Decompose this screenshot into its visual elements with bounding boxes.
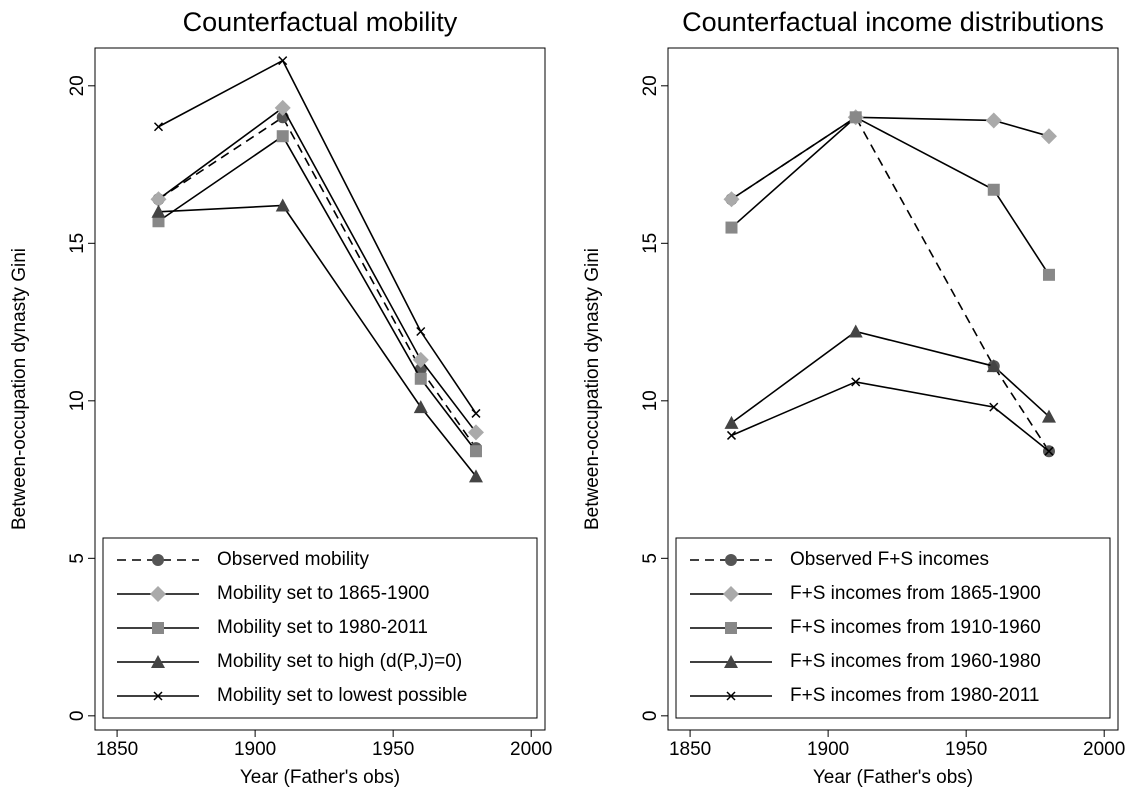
x-tick-label: 1900 xyxy=(234,739,276,760)
series-line xyxy=(731,330,1050,424)
y-tick-label: 5 xyxy=(67,553,88,564)
legend-label: Mobility set to 1865-1900 xyxy=(217,583,429,604)
marker xyxy=(986,359,1001,373)
chart-title: Counterfactual mobility xyxy=(183,7,458,37)
legend-marker xyxy=(725,554,737,566)
marker xyxy=(1040,128,1057,145)
marker xyxy=(468,469,483,483)
marker xyxy=(471,408,481,418)
marker xyxy=(985,112,1002,129)
x-tick-label: 1850 xyxy=(669,739,711,760)
marker xyxy=(851,377,861,387)
marker xyxy=(414,372,427,385)
marker xyxy=(416,326,426,337)
marker xyxy=(848,324,863,338)
y-tick-label: 5 xyxy=(640,553,661,564)
y-tick-label: 15 xyxy=(67,233,88,254)
x-tick-label: 1950 xyxy=(945,739,987,760)
y-tick-label: 15 xyxy=(640,233,661,254)
marker xyxy=(413,400,428,414)
legend-label: Observed F+S incomes xyxy=(790,549,989,570)
marker xyxy=(151,204,166,218)
marker xyxy=(723,191,740,208)
marker xyxy=(278,56,288,66)
marker xyxy=(467,424,484,441)
legend-marker xyxy=(724,655,738,668)
y-tick-label: 0 xyxy=(640,711,661,722)
series-line xyxy=(158,135,477,452)
x-tick-label: 1950 xyxy=(372,739,414,760)
legend-label: Mobility set to high (d(P,J)=0) xyxy=(217,651,462,672)
plot-frame xyxy=(667,47,1119,731)
y-tick-label: 10 xyxy=(640,390,661,411)
x-tick-label: 1850 xyxy=(96,739,138,760)
marker xyxy=(275,198,290,212)
marker xyxy=(724,415,739,429)
marker xyxy=(412,351,429,368)
legend-label: F+S incomes from 1865-1900 xyxy=(790,583,1041,604)
y-axis-label: Between-occupation dynasty Gini xyxy=(582,248,603,530)
marker xyxy=(987,183,1000,196)
y-tick-label: 10 xyxy=(67,390,88,411)
marker xyxy=(849,111,862,124)
marker xyxy=(1041,409,1056,423)
marker xyxy=(150,191,167,208)
marker xyxy=(152,215,165,228)
marker xyxy=(989,402,999,412)
y-tick-label: 20 xyxy=(640,75,661,96)
marker xyxy=(1044,446,1054,456)
x-axis-label: Year (Father's obs) xyxy=(813,767,973,788)
legend-marker xyxy=(725,622,737,634)
y-tick-label: 0 xyxy=(67,711,88,722)
series-line xyxy=(158,59,477,414)
series-line xyxy=(731,116,1050,452)
x-tick-label: 2000 xyxy=(510,739,552,760)
marker xyxy=(1042,268,1055,281)
legend-label: F+S incomes from 1910-1960 xyxy=(790,617,1041,638)
marker xyxy=(726,430,737,440)
legend-marker xyxy=(152,622,164,634)
legend-marker xyxy=(723,586,739,602)
series-line xyxy=(731,381,1050,452)
x-tick-label: 2000 xyxy=(1083,739,1125,760)
legend-marker xyxy=(726,691,736,701)
marker xyxy=(469,445,482,458)
marker xyxy=(725,221,738,234)
legend-marker xyxy=(150,586,166,602)
marker xyxy=(274,99,291,116)
chart-title: Counterfactual income distributions xyxy=(682,7,1104,37)
legend-label: Mobility set to lowest possible xyxy=(217,685,467,706)
legend-label: Mobility set to 1980-2011 xyxy=(217,617,428,638)
legend-label: F+S incomes from 1980-2011 xyxy=(790,685,1039,706)
legend-label: Observed mobility xyxy=(217,549,370,570)
marker xyxy=(153,122,164,132)
legend-label: F+S incomes from 1960-1980 xyxy=(790,651,1041,672)
series-line xyxy=(158,204,477,477)
x-tick-label: 1900 xyxy=(807,739,849,760)
series-line xyxy=(731,116,1050,200)
marker xyxy=(276,130,289,143)
y-tick-label: 20 xyxy=(67,75,88,96)
legend-marker xyxy=(152,554,164,566)
legend-marker xyxy=(151,655,165,668)
legend-marker xyxy=(153,691,163,701)
y-axis-label: Between-occupation dynasty Gini xyxy=(9,248,30,530)
series-line xyxy=(158,106,477,433)
plot-frame xyxy=(94,47,546,731)
series-line xyxy=(730,116,1050,276)
x-axis-label: Year (Father's obs) xyxy=(240,767,400,788)
series-line xyxy=(158,116,477,449)
